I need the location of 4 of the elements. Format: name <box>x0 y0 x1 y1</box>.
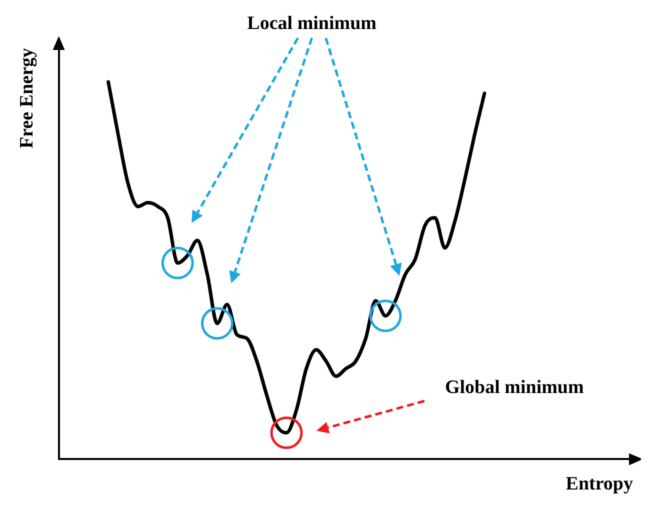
text: Local minimum <box>247 12 377 34</box>
x-axis-title: Entropy <box>566 474 634 495</box>
annotation: Global minimum <box>444 376 584 398</box>
y-axis-title: Free Energy <box>16 48 38 148</box>
